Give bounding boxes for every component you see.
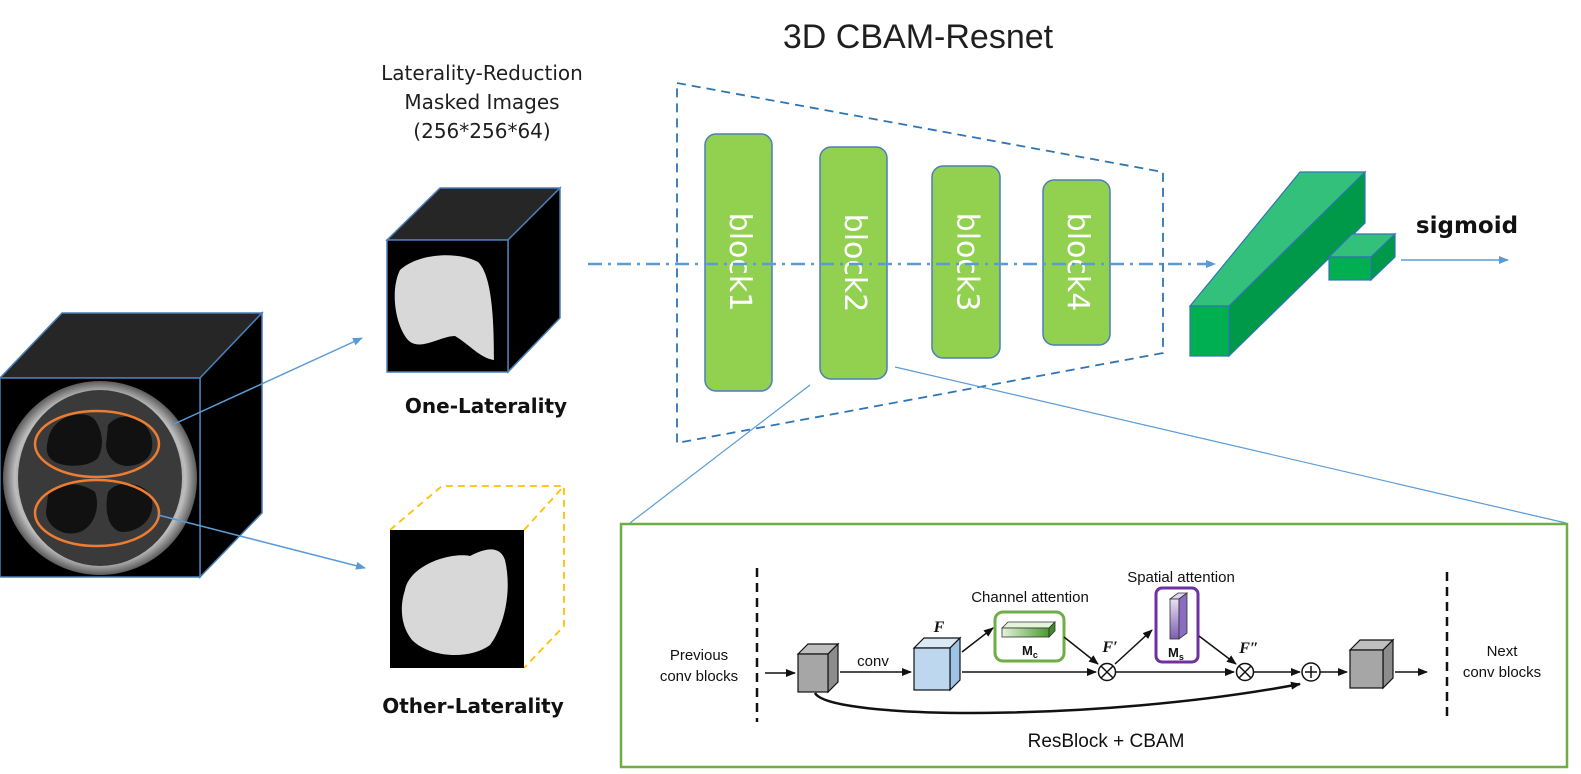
other-laterality-label: Other-Laterality	[382, 694, 564, 718]
output-node	[1327, 232, 1397, 282]
diagram-title: 3D CBAM-Resnet	[783, 18, 1054, 56]
f-feature-cube	[912, 636, 962, 692]
one-laterality-label: One-Laterality	[405, 394, 567, 418]
output-feature-cube	[1348, 638, 1395, 690]
add-icon	[1301, 662, 1321, 682]
svg-text:Masked Images: Masked Images	[404, 90, 559, 114]
other-laterality-lung-image	[401, 549, 508, 656]
ct-volume-cube	[0, 311, 264, 579]
one-laterality-lung-image	[394, 255, 494, 360]
input-caption: Laterality-Reduction Masked Images (256*…	[381, 61, 583, 143]
sigmoid-label: sigmoid	[1416, 213, 1518, 239]
svg-text:block3: block3	[950, 213, 985, 312]
fc-layer	[1188, 170, 1367, 358]
mc-label: Mc	[1022, 643, 1038, 660]
block-1: block1	[704, 133, 773, 392]
other-laterality-cube	[389, 485, 565, 669]
svg-text:(256*256*64): (256*256*64)	[413, 119, 550, 143]
conv-label: conv	[857, 653, 889, 670]
zoom-line-left	[629, 384, 811, 524]
svg-text:conv blocks: conv blocks	[660, 668, 738, 685]
f-prime-label: F′	[1101, 639, 1117, 656]
spatial-attention-label: Spatial attention	[1127, 569, 1235, 586]
svg-text:Laterality-Reduction: Laterality-Reduction	[381, 61, 583, 85]
arrow-to-one-laterality	[171, 337, 363, 426]
block-4: block4	[1042, 179, 1111, 346]
network-outline	[676, 81, 1164, 445]
svg-text:block4: block4	[1060, 213, 1095, 312]
resblock-cbam-caption: ResBlock + CBAM	[1028, 731, 1185, 752]
channel-attention-label: Channel attention	[971, 589, 1089, 606]
next-blocks-label: Next	[1487, 643, 1519, 660]
svg-text:block1: block1	[722, 213, 757, 312]
block-3: block3	[931, 165, 1001, 359]
previous-blocks-label: Previous	[670, 647, 728, 664]
resblock-cbam-detail: Previous conv blocks Next conv blocks co…	[619, 522, 1569, 769]
multiply-1-icon	[1097, 662, 1117, 682]
f-double-prime-label: F″	[1238, 640, 1259, 657]
input-feature-cube	[796, 642, 840, 694]
skip-connection	[813, 681, 1301, 715]
arrow-to-other-laterality	[157, 514, 366, 570]
f-label: F	[933, 619, 945, 636]
ms-label: Ms	[1168, 645, 1184, 662]
upper-lung-ring	[33, 409, 161, 479]
one-laterality-cube	[385, 186, 562, 374]
svg-text:conv blocks: conv blocks	[1463, 664, 1541, 681]
multiply-2-icon	[1235, 662, 1255, 682]
lower-lung-ring	[33, 478, 161, 548]
zoom-line-right	[894, 366, 1567, 524]
